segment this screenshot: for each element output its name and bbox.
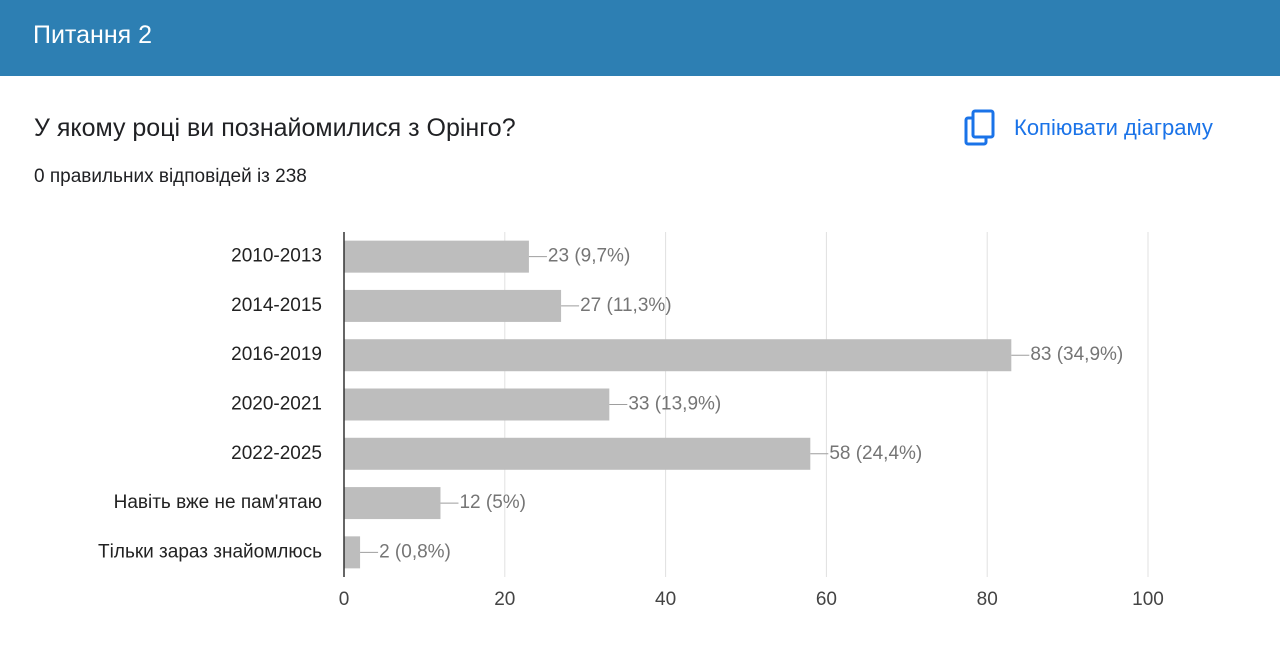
bar	[344, 240, 529, 273]
x-tick-label: 80	[977, 589, 998, 610]
bar	[344, 536, 361, 569]
chart: 0 20 40 60 80 100 2010-2013 23 (9,7%) 2014-2015 2…	[98, 232, 1164, 610]
value-label: 27 (11,3%)	[580, 295, 672, 316]
bar	[344, 437, 811, 470]
y-tick-label: Тільки зараз знайомлюсь	[98, 541, 322, 562]
value-label: 2 (0,8%)	[379, 541, 451, 562]
bar	[344, 388, 610, 421]
bar	[344, 487, 441, 520]
copy-icon	[964, 109, 995, 146]
header-title: Питання 2	[33, 21, 153, 49]
header: Питання 2	[0, 0, 1280, 76]
y-tick-label: 2014-2015	[231, 295, 322, 316]
bar	[344, 289, 562, 322]
value-label: 12 (5%)	[459, 492, 526, 513]
x-tick-label: 60	[816, 589, 837, 610]
y-tick-label: 2020-2021	[231, 394, 322, 415]
y-tick-label: Навіть вже не пам'ятаю	[114, 492, 322, 513]
x-tick-label: 100	[1132, 589, 1164, 610]
y-tick-label: 2016-2019	[231, 344, 322, 365]
x-tick-label: 40	[655, 589, 676, 610]
value-label: 33 (13,9%)	[628, 394, 721, 415]
question-subtitle: 0 правильних відповідей із 238	[34, 166, 307, 187]
x-tick-label: 0	[339, 589, 350, 610]
value-label: 58 (24,4%)	[829, 443, 922, 464]
bar	[344, 339, 1012, 372]
y-tick-label: 2022-2025	[231, 443, 322, 464]
x-tick-label: 20	[494, 589, 515, 610]
copy-chart-label[interactable]: Копіювати діаграму	[1014, 115, 1213, 140]
value-label: 23 (9,7%)	[548, 246, 630, 267]
question-title: У якому році ви познайомилися з Орінго?	[34, 114, 516, 142]
value-label: 83 (34,9%)	[1030, 344, 1123, 365]
y-tick-label: 2010-2013	[231, 246, 322, 267]
